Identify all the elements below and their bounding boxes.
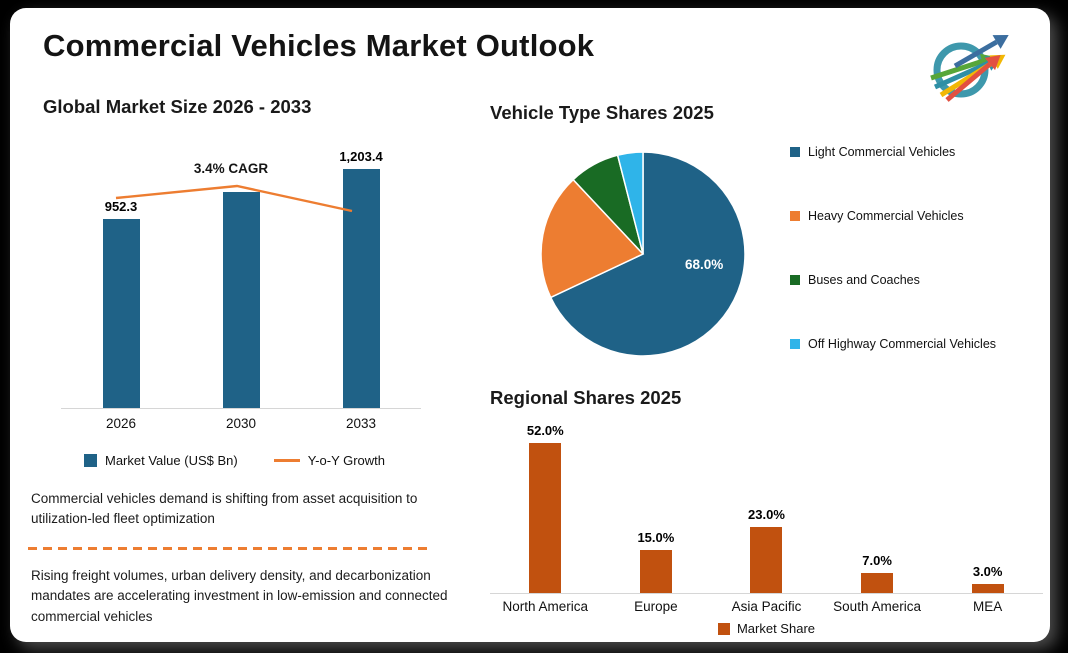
page-title: Commercial Vehicles Market Outlook (43, 28, 595, 63)
x-axis-label: 2033 (345, 416, 377, 431)
market-size-chart: 952.3 1,203.4 3.4% CAGR (61, 140, 421, 409)
yoy-growth-swatch (273, 459, 300, 462)
market-value-bar (102, 219, 140, 408)
cagr-annotation: 3.4% CAGR (193, 161, 269, 176)
growth-arrows-logo (930, 35, 1009, 102)
bar-column: 952.3 (61, 140, 181, 408)
x-axis-label: North America (502, 599, 589, 614)
vehicle-type-heading: Vehicle Type Shares 2025 (490, 102, 714, 123)
legend-item-buses-coaches: Buses and Coaches (790, 273, 996, 287)
bar-value-label: 52.0% (526, 423, 564, 438)
insight-text-1: Commercial vehicles demand is shifting f… (31, 491, 418, 527)
legend-item-market-value: Market Value (US$ Bn) (84, 453, 238, 468)
legend-label: Buses and Coaches (808, 273, 920, 287)
vehicle-type-legend: Light Commercial Vehicles Heavy Commerci… (790, 145, 996, 401)
legend-item-off-highway: Off Highway Commercial Vehicles (790, 337, 996, 351)
pie-slice-0 (549, 151, 746, 357)
market-share-bar (529, 443, 562, 593)
market-size-legend: Market Value (US$ Bn) Y-o-Y Growth (84, 453, 385, 468)
legend-label: Light Commercial Vehicles (808, 145, 956, 159)
bar-column: 52.0% (490, 420, 601, 593)
bar-column: 23.0% (711, 420, 822, 593)
market-share-bar (971, 584, 1004, 593)
x-axis-label: Asia Pacific (731, 599, 802, 614)
legend-label: Market Value (US$ Bn) (105, 453, 238, 468)
light-commercial-swatch (790, 147, 800, 157)
off-highway-swatch (790, 339, 800, 349)
bar-column (181, 140, 301, 408)
buses-coaches-swatch (790, 275, 800, 285)
x-axis-label: Europe (634, 599, 678, 614)
market-size-columns: 952.3 1,203.4 (61, 140, 421, 408)
x-axis-label: 2026 (105, 416, 137, 431)
bar-value-label: 23.0% (748, 507, 785, 522)
pie-data-label: 68.0% (685, 257, 724, 272)
market-share-bar (639, 550, 672, 593)
infographic-card: Commercial Vehicles Market Outlook (10, 8, 1050, 642)
market-value-bar (342, 169, 380, 408)
bar-value-label: 15.0% (637, 530, 675, 545)
heavy-commercial-swatch (790, 211, 800, 221)
bar-column: 7.0% (822, 420, 933, 593)
pie-slice-1 (540, 178, 645, 299)
vehicle-type-pie: 68.0% (537, 148, 749, 360)
legend-label: Y-o-Y Growth (307, 453, 386, 468)
regional-chart: 52.0% 15.0% 23.0% 7.0% 3.0% (490, 420, 1043, 594)
pie-slice-3 (616, 151, 644, 255)
vehicle-type-pie-svg (540, 151, 746, 357)
market-value-swatch (84, 454, 97, 467)
bar-column: 1,203.4 (301, 140, 421, 408)
regional-x-axis: North America Europe Asia Pacific South Ame… (490, 599, 1043, 614)
market-share-bar (861, 573, 894, 593)
x-axis-label: MEA (973, 599, 1003, 614)
market-size-x-axis: 2026 2030 2033 (61, 416, 421, 431)
legend-item-light-commercial: Light Commercial Vehicles (790, 145, 996, 159)
dashed-divider (28, 547, 432, 550)
regional-legend-label: Market Share (736, 621, 816, 636)
x-axis-label: 2030 (225, 416, 257, 431)
bar-column: 3.0% (932, 420, 1043, 593)
logo-arrow-red (945, 55, 1001, 102)
insight-text-2: Rising freight volumes, urban delivery d… (31, 568, 448, 624)
market-share-swatch (717, 622, 730, 635)
yoy-growth-line (115, 184, 353, 213)
market-value-bar (222, 192, 260, 408)
regional-heading: Regional Shares 2025 (490, 387, 682, 408)
x-axis-label: South America (833, 599, 921, 614)
legend-item-heavy-commercial: Heavy Commercial Vehicles (790, 209, 996, 223)
logo-arrow-blue (953, 35, 1009, 69)
legend-label: Off Highway Commercial Vehicles (808, 337, 997, 351)
market-size-heading: Global Market Size 2026 - 2033 (43, 96, 312, 117)
regional-legend: Market Share (490, 621, 1043, 636)
bar-value-label: 7.0% (862, 553, 892, 568)
bar-value-label: 3.0% (972, 564, 1003, 579)
bar-value-label: 952.3 (104, 199, 138, 214)
bar-column: 15.0% (601, 420, 712, 593)
legend-item-yoy-growth: Y-o-Y Growth (273, 453, 386, 468)
legend-label: Heavy Commercial Vehicles (808, 209, 964, 223)
bar-value-label: 1,203.4 (339, 149, 383, 164)
market-share-bar (750, 527, 783, 593)
